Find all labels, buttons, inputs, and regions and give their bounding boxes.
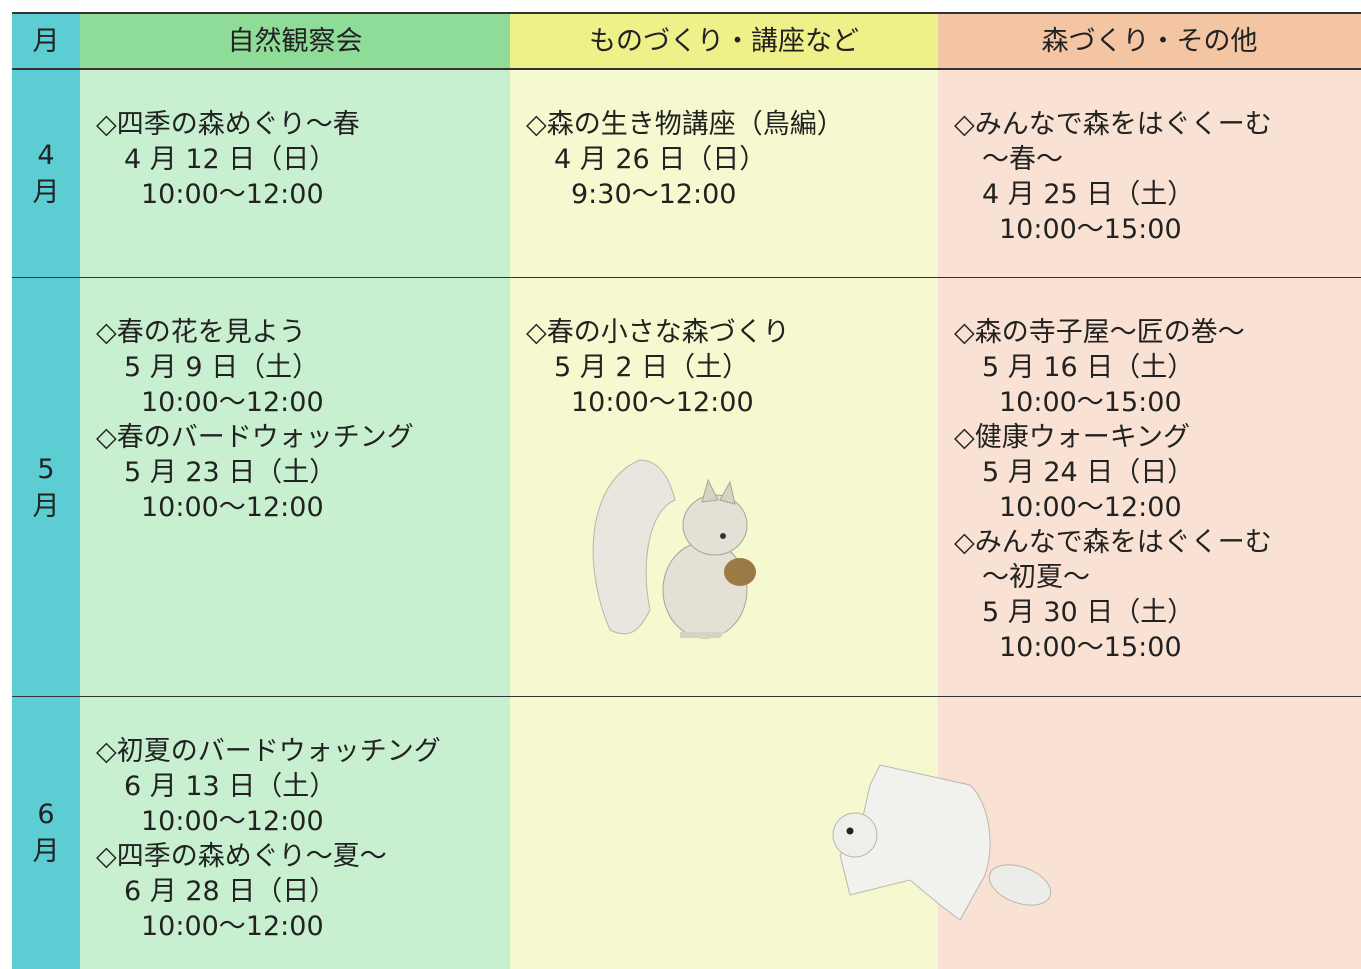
event-title: ◇春の花を見よう [96,317,306,348]
month-label: 4 [37,140,55,171]
month-label: 月 [32,490,60,522]
event-date: 5 月 30 日（土） [982,597,1195,628]
event-title: ◇四季の森めぐり～夏～ [96,841,387,872]
event-cell: ◇森の寺子屋～匠の巻～ 5 月 16 日（土） 10:00～15:00 ◇健康ウォーキ… [938,278,1361,697]
event-cell: ◇初夏のバードウォッチング 6 月 13 日（土） 10:00～12:00 ◇四季の森… [80,697,510,969]
event-title: ◇初夏のバードウォッチング [96,736,441,767]
event-date: 5 月 24 日（日） [982,457,1195,488]
event-title: ◇みんなで森をはぐくーむ [954,109,1272,140]
event-time: 9:30～12:00 [571,179,737,210]
event-title: ～初夏～ [982,562,1090,593]
event-date: 4 月 26 日（日） [554,144,767,175]
event-date: 5 月 23 日（土） [124,457,337,488]
event-title: ◇森の生き物講座（鳥編） [526,109,844,140]
event-cell [938,697,1361,969]
event-time: 10:00～15:00 [999,214,1182,245]
header-cell: ものづくり・講座など [510,12,938,70]
event-title: ◇春のバードウォッチング [96,422,414,453]
month-label: 月 [32,177,60,208]
event-time: 10:00～12:00 [571,387,754,418]
event-cell: ◇春の花を見よう 5 月 9 日（土） 10:00～12:00 ◇春のバードウォッチン… [80,278,510,697]
month-label: 6 [37,799,55,830]
flying-squirrel-illustration [832,764,1052,921]
header-cell: 月 [12,12,80,70]
event-time: 10:00～15:00 [999,387,1182,418]
header-cell: 森づくり・その他 [938,12,1361,70]
event-cell: ◇四季の森めぐり～春 4 月 12 日（日） 10:00～12:00 [80,70,510,278]
event-time: 10:00～12:00 [141,492,324,523]
header-cell: 自然観察会 [80,12,510,70]
event-title: ◇健康ウォーキング [954,422,1190,453]
event-time: 10:00～12:00 [141,806,324,837]
event-date: 4 月 25 日（土） [982,179,1195,210]
event-time: 10:00～15:00 [999,632,1182,663]
row-divider [12,277,1361,279]
month-label: 月 [32,836,60,867]
event-date: 4 月 12 日（日） [124,144,337,175]
event-cell: ◇みんなで森をはぐくーむ ～春～ 4 月 25 日（土） 10:00～15:00 [938,70,1361,278]
event-title: ◇森の寺子屋～匠の巻～ [954,317,1245,348]
event-time: 10:00～12:00 [141,387,324,418]
event-cell: ◇森の生き物講座（鳥編） 4 月 26 日（日） 9:30～12:00 [510,70,938,278]
event-time: 10:00～12:00 [999,492,1182,523]
event-title: ～春～ [982,144,1063,175]
month-label: 5 [37,453,55,485]
event-date: 6 月 13 日（土） [124,771,337,802]
event-time: 10:00～12:00 [141,911,324,942]
event-title: ◇みんなで森をはぐくーむ [954,527,1272,558]
row-divider [12,696,1361,698]
squirrel-illustration [592,459,756,639]
event-date: 6 月 28 日（日） [124,876,337,907]
event-title: ◇春の小さな森づくり [526,317,790,348]
event-date: 5 月 16 日（土） [982,352,1195,383]
event-date: 5 月 2 日（土） [554,352,750,383]
event-time: 10:00～12:00 [141,179,324,210]
event-title: ◇四季の森めぐり～春 [96,109,360,140]
event-date: 5 月 9 日（土） [124,352,320,383]
schedule-table: 月自然観察会 ものづくり・講座など 森づくり・その他 4 月 ◇四季の森めぐり～春 4 月 … [12,12,1361,969]
